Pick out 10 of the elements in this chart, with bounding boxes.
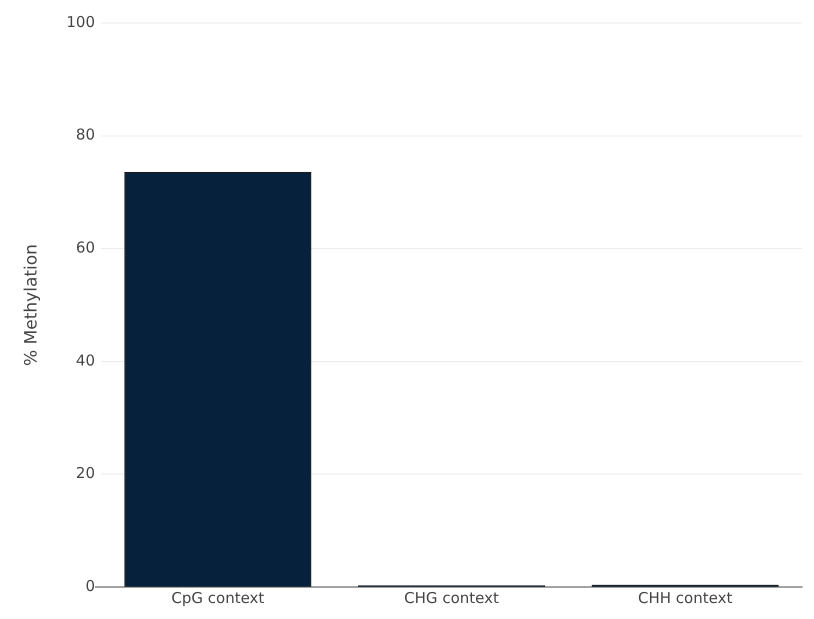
y-tick-label: 100 — [66, 12, 96, 31]
x-tick-label: CpG context — [171, 588, 264, 607]
x-tick-label: CHG context — [404, 588, 499, 607]
y-tick-label: 60 — [76, 238, 96, 256]
y-tick-label: 40 — [76, 351, 96, 370]
y-tick-label: 0 — [85, 576, 96, 595]
x-tick-label: CHH context — [638, 588, 732, 607]
y-tick-label: 80 — [76, 126, 96, 144]
y-tick-label: 20 — [76, 464, 96, 482]
y-axis-title: % Methylation — [22, 244, 42, 366]
